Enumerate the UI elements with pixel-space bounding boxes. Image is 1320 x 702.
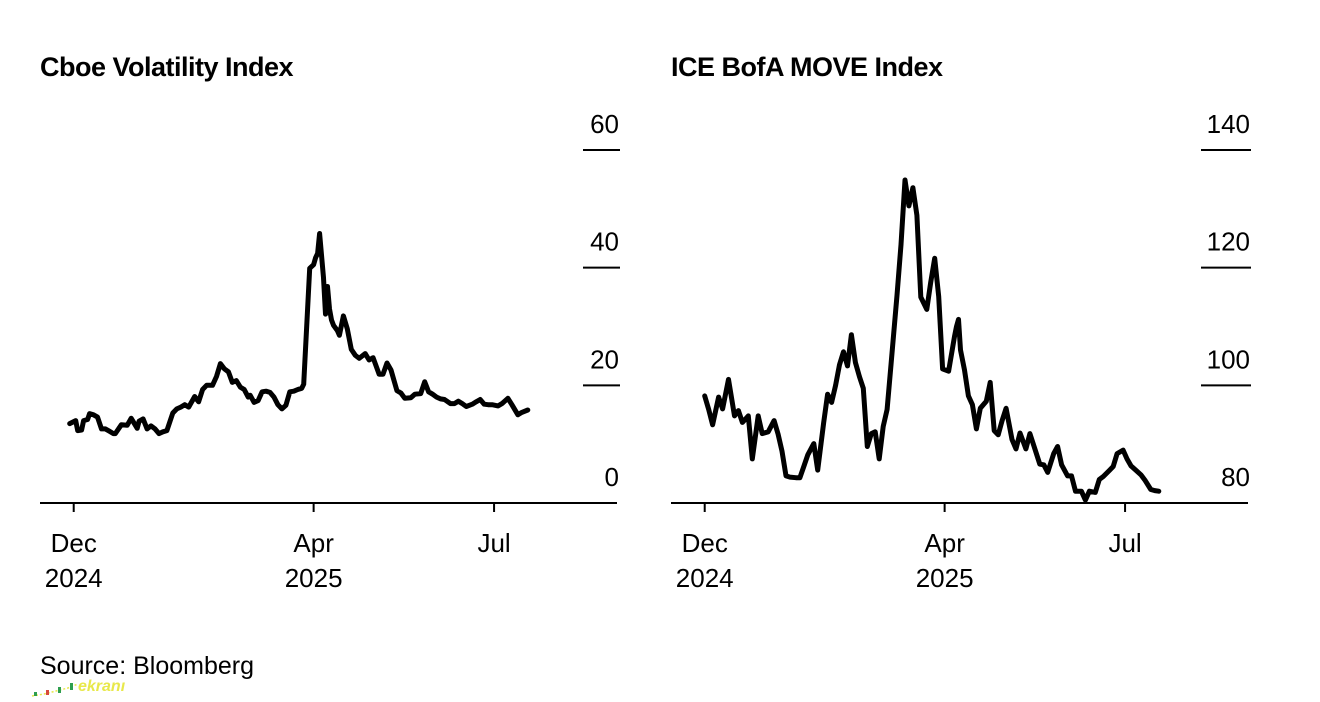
x-tick-label: Dec: [51, 528, 97, 558]
y-tick-label: 120: [1207, 227, 1250, 257]
chart-title-vix: Cboe Volatility Index: [40, 52, 294, 82]
y-tick-label: 140: [1207, 109, 1250, 139]
chart-title-move: ICE BofA MOVE Index: [671, 52, 943, 82]
x-tick-label: Jul: [477, 528, 510, 558]
y-tick-label: 100: [1207, 344, 1250, 374]
x-tick-label: 2024: [45, 563, 103, 593]
x-tick-label: Jul: [1108, 528, 1141, 558]
y-tick-label: 20: [590, 344, 619, 374]
watermark-logo: [31, 683, 79, 697]
watermark-text: ekranı: [78, 678, 126, 695]
x-tick-label: Apr: [924, 528, 965, 558]
series-line: [702, 177, 1162, 503]
y-tick-label: 40: [590, 227, 619, 257]
series-line: [67, 231, 531, 437]
y-tick-label: 60: [590, 109, 619, 139]
x-tick-label: 2025: [916, 563, 974, 593]
x-tick-label: 2024: [676, 563, 734, 593]
x-tick-label: Apr: [293, 528, 334, 558]
y-tick-label: 0: [605, 462, 619, 492]
x-tick-label: Dec: [682, 528, 728, 558]
source-note: Source: Bloomberg: [40, 652, 255, 680]
y-tick-label: 80: [1221, 462, 1250, 492]
x-tick-label: 2025: [285, 563, 343, 593]
